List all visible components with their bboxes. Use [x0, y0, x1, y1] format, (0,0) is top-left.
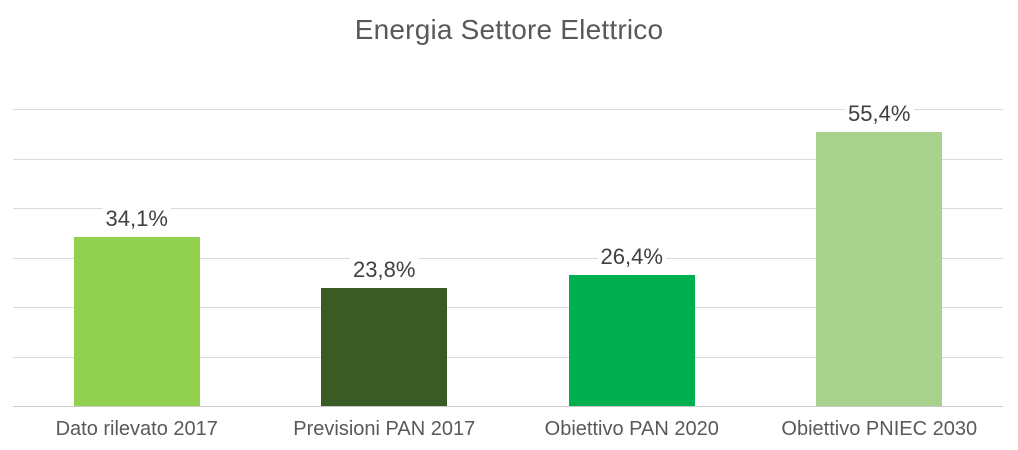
bar-value-label: 55,4% — [845, 102, 914, 126]
category-label: Dato rilevato 2017 — [55, 418, 218, 440]
gridline — [13, 109, 1003, 110]
bar-value-label: 34,1% — [102, 207, 171, 231]
category-label: Obiettivo PAN 2020 — [544, 418, 719, 440]
bar — [73, 237, 200, 406]
bar-value-label: 23,8% — [350, 258, 419, 282]
bar — [816, 132, 943, 406]
bar-value-label: 26,4% — [597, 245, 666, 269]
chart-title: Energia Settore Elettrico — [354, 14, 664, 45]
x-axis-line — [13, 406, 1003, 407]
bar — [321, 288, 448, 406]
category-label: Previsioni PAN 2017 — [293, 418, 476, 440]
gridline — [13, 356, 1003, 358]
plot-area: 34,1% 23,8% 26,4% 55,4% — [13, 102, 1003, 407]
gridline — [13, 257, 1003, 259]
gridline — [13, 158, 1003, 160]
category-label: Obiettivo PNIEC 2030 — [781, 418, 978, 440]
gridline — [13, 208, 1003, 209]
gridline — [13, 307, 1003, 308]
bar — [568, 275, 695, 406]
